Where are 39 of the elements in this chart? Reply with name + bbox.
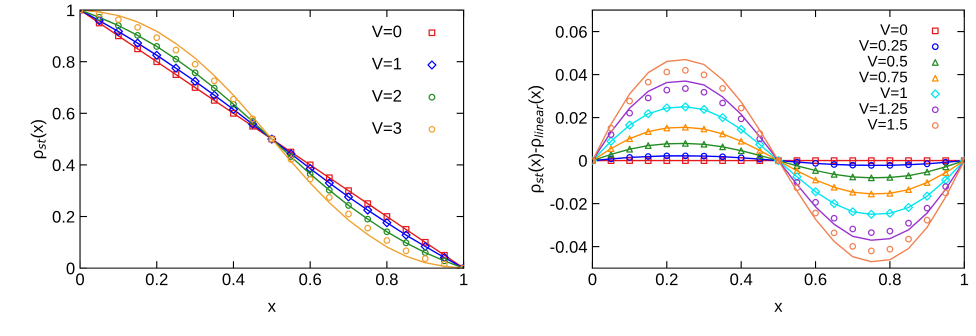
legend-label: V=2 — [372, 90, 402, 102]
legend-label: V=0.25 — [858, 40, 908, 51]
y-tick-label: -0.02 — [550, 198, 587, 210]
y-tick-label: -0.04 — [550, 241, 588, 253]
x-tick-label: 0 — [76, 273, 84, 286]
legend-label: V=0 — [880, 24, 908, 36]
y-tick-label: 0.2 — [52, 210, 74, 223]
x-axis-title: x — [774, 302, 782, 312]
y-tick-label: 0.04 — [556, 68, 588, 81]
x-tick-label: 1 — [460, 274, 468, 286]
legend-label: V=0 — [372, 26, 402, 38]
x-tick-label: 0.6 — [804, 273, 826, 286]
x-tick-label: 0.4 — [222, 273, 245, 286]
legend-label: V=1 — [880, 87, 908, 98]
x-tick-label: 1 — [960, 274, 968, 286]
legend-label: V=0.75 — [858, 72, 908, 82]
x-tick-label: 0.8 — [878, 273, 901, 286]
y-tick-label: 0.06 — [556, 26, 587, 38]
legend-label: V=3 — [372, 122, 402, 134]
legend-label: V=1.5 — [867, 119, 908, 130]
y-axis-title: ρ$_{st}$(x)-ρ$_{linear}$(x) — [528, 86, 544, 192]
y-tick-label: 0.6 — [52, 108, 74, 120]
y-tick-label: 0.8 — [52, 56, 74, 68]
y-tick-label: 1 — [67, 4, 74, 16]
x-tick-label: 0.2 — [146, 273, 168, 286]
legend-label: V=1 — [372, 58, 402, 70]
x-tick-label: 0.8 — [376, 273, 398, 286]
x-tick-label: 0.6 — [299, 273, 322, 286]
x-tick-label: 0 — [588, 273, 596, 286]
x-axis-title: x — [268, 302, 276, 312]
y-tick-label: 0 — [578, 155, 587, 167]
x-tick-label: 0.4 — [730, 273, 752, 286]
y-axis-title: ρ$_{st}$(x) — [30, 120, 46, 158]
x-tick-label: 0.2 — [656, 273, 678, 286]
legend-label: V=1.25 — [858, 103, 908, 114]
y-tick-label: 0.02 — [556, 112, 587, 124]
y-tick-label: 0 — [66, 262, 75, 274]
y-tick-label: 0.4 — [52, 159, 75, 172]
legend-label: V=0.5 — [867, 56, 908, 67]
